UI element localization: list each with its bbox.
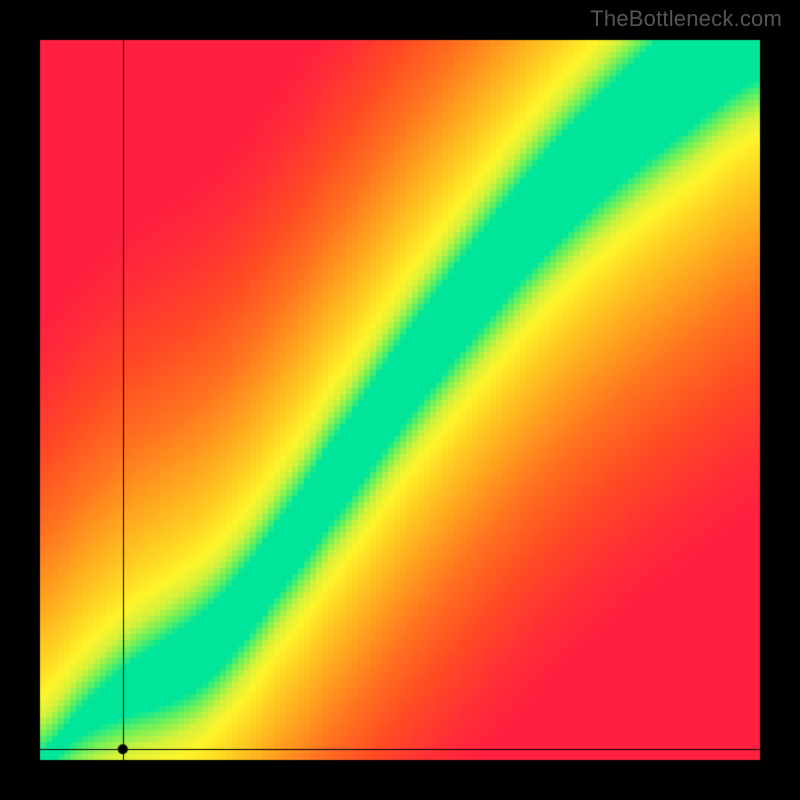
chart-container: TheBottleneck.com (0, 0, 800, 800)
watermark-text: TheBottleneck.com (590, 6, 782, 32)
heatmap-canvas (0, 0, 800, 800)
